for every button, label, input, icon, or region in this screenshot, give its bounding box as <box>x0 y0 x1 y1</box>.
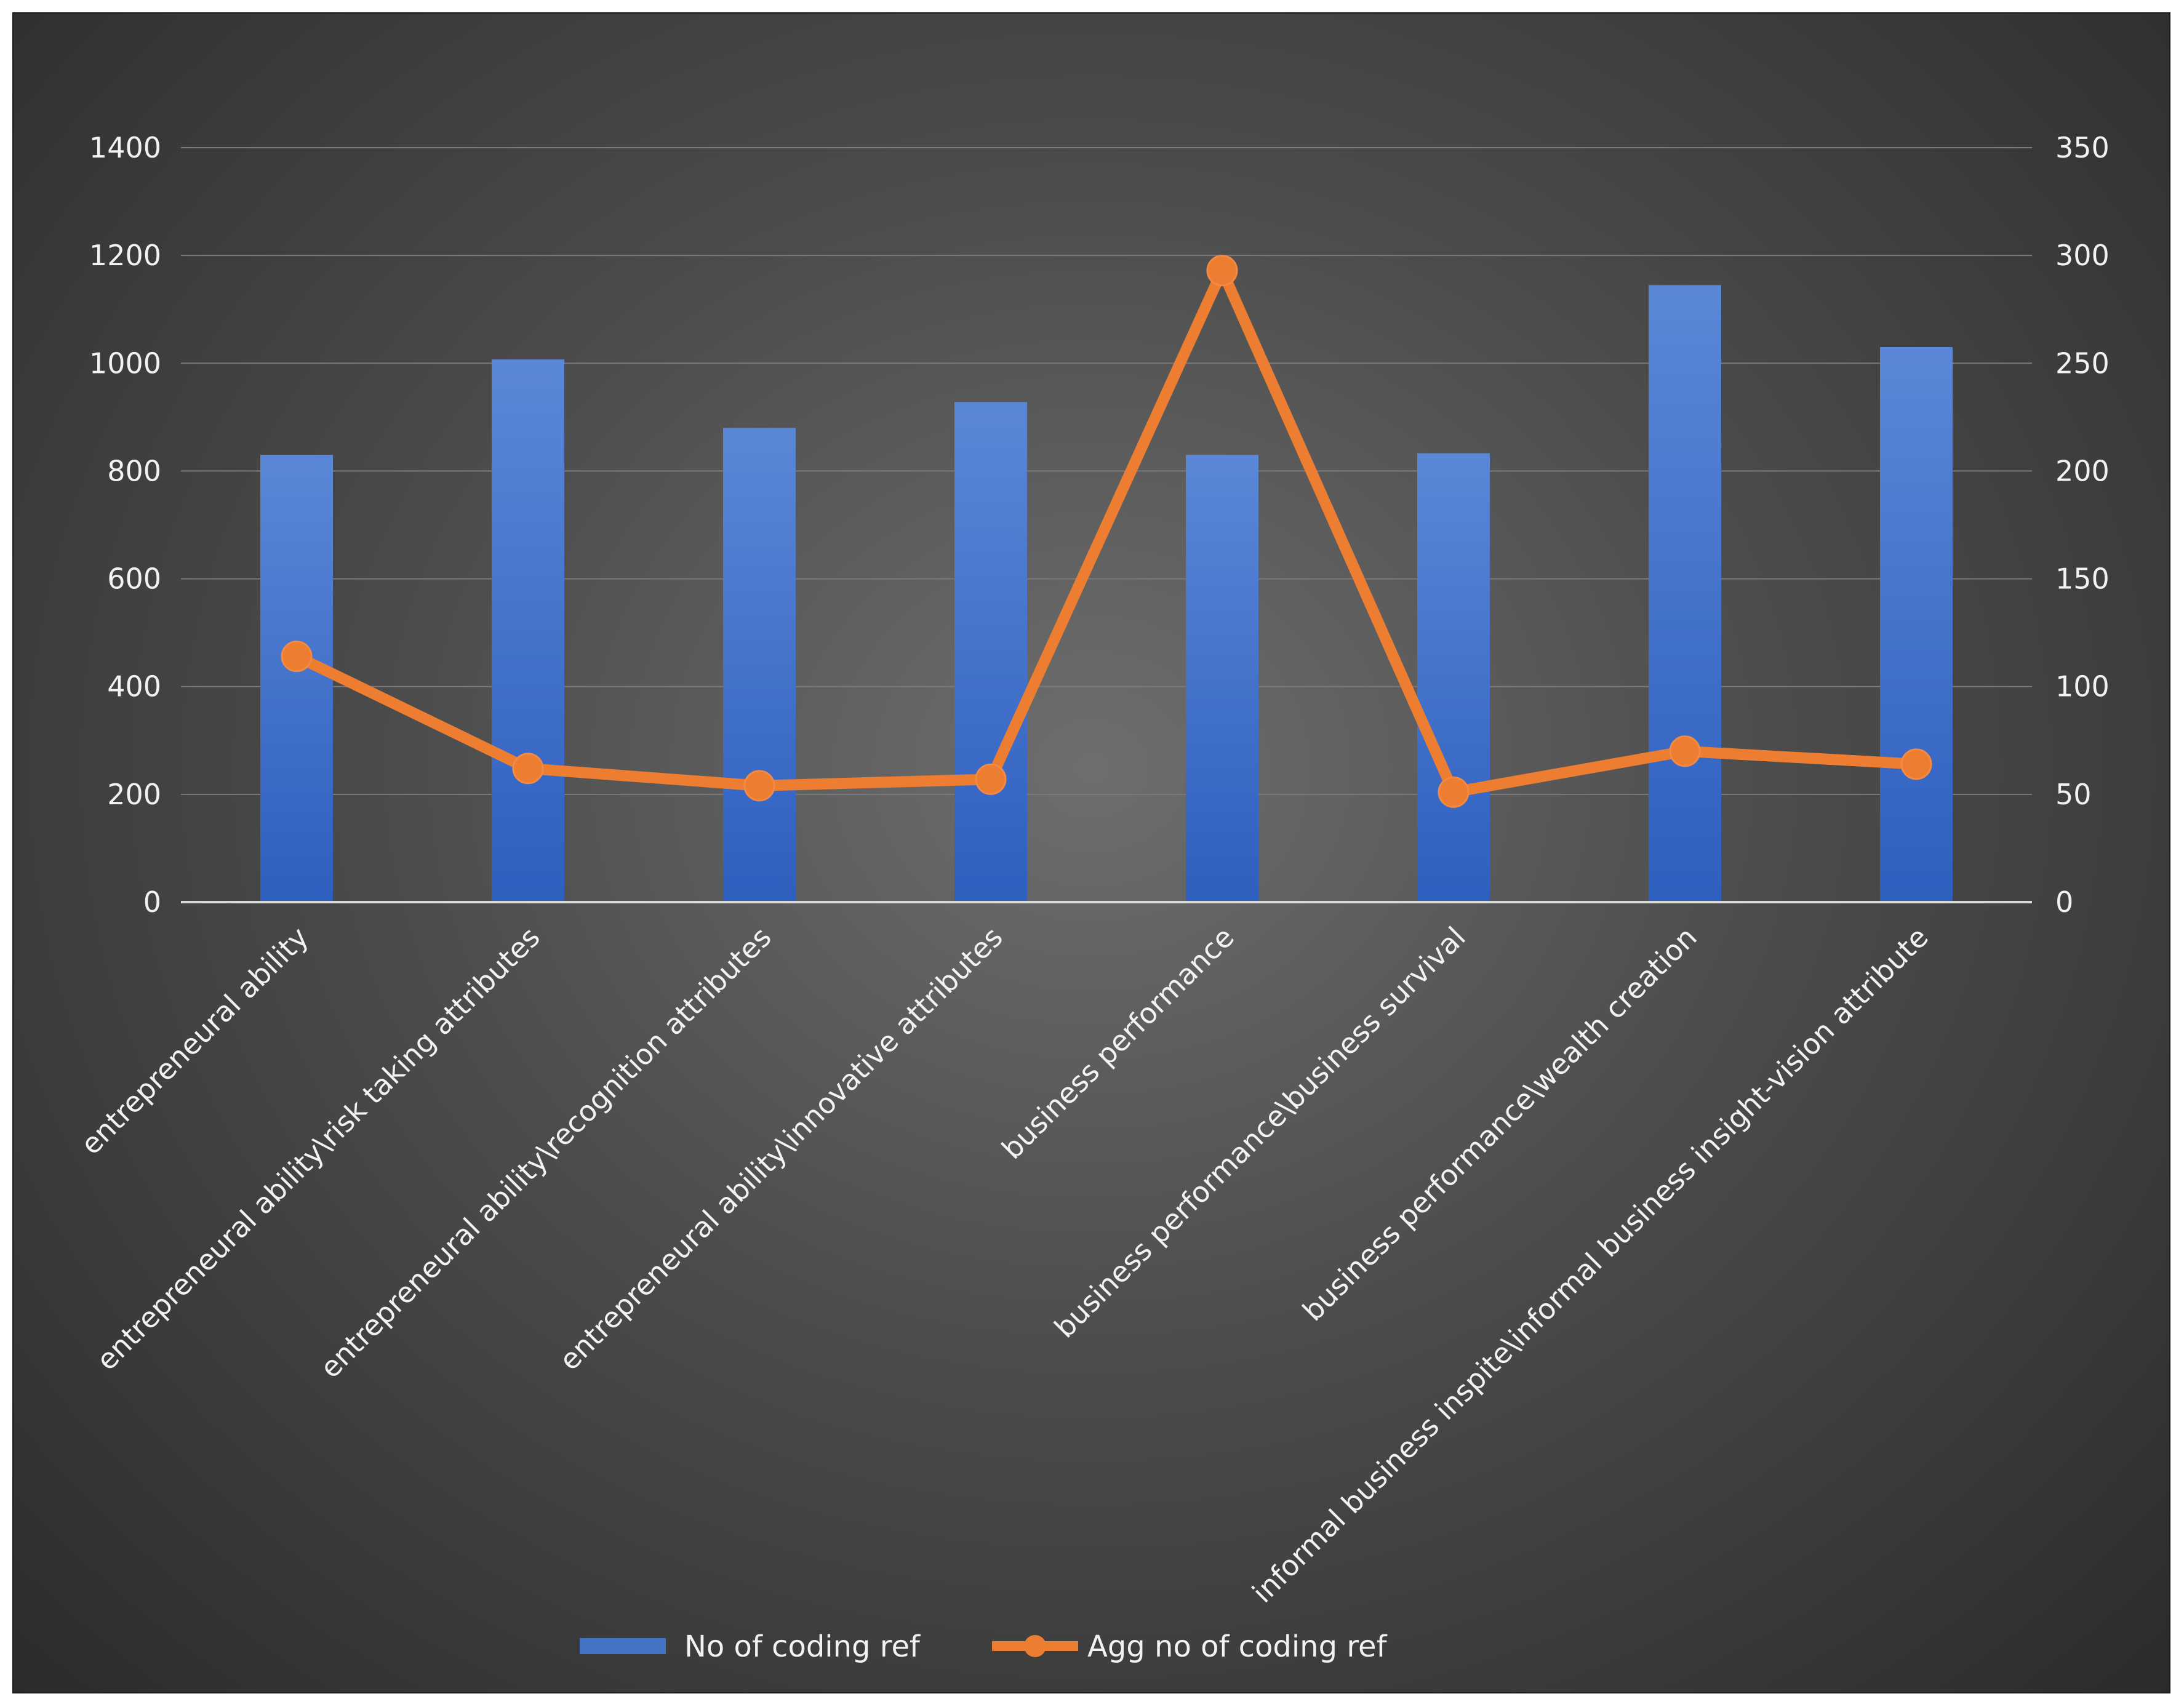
bar <box>260 455 333 902</box>
legend-swatch-bar <box>580 1638 666 1654</box>
bar-series <box>260 285 1953 902</box>
category-label: entrepreneural ability <box>74 921 315 1161</box>
category-label: entrepreneural ability\recognition attri… <box>313 921 777 1385</box>
right-tick-label: 250 <box>2055 346 2110 380</box>
right-tick-label: 0 <box>2055 885 2073 919</box>
right-tick-label: 50 <box>2055 778 2092 811</box>
chart-frame: 0 200 400 600 800 1000 1200 1400 0 50 100 150 200 25… <box>12 12 2170 1693</box>
right-tick-label: 300 <box>2055 239 2110 272</box>
left-axis: 0 200 400 600 800 1000 1200 1400 <box>89 131 161 919</box>
line-point <box>281 641 313 673</box>
bar <box>954 402 1027 902</box>
bar <box>723 428 796 902</box>
line-series <box>281 255 1932 808</box>
legend: No of coding ref Agg no of coding ref <box>580 1629 1388 1664</box>
category-label: entrepreneural ability\risk taking attri… <box>90 921 546 1377</box>
right-tick-label: 200 <box>2055 454 2110 487</box>
legend-label-line: Agg no of coding ref <box>1087 1629 1388 1664</box>
series-line <box>291 265 1922 798</box>
right-axis: 0 50 100 150 200 250 300 350 <box>2055 131 2110 919</box>
legend-swatch-marker <box>1024 1635 1046 1657</box>
left-tick-label: 200 <box>107 778 161 811</box>
left-tick-label: 800 <box>107 454 161 487</box>
left-tick-label: 0 <box>143 885 161 919</box>
legend-label-bar: No of coding ref <box>684 1629 921 1664</box>
left-tick-label: 1200 <box>89 239 161 272</box>
bar <box>1186 455 1258 902</box>
line-point <box>1438 776 1470 808</box>
category-label: business performance\wealth creation <box>1296 921 1703 1328</box>
line-point <box>1206 255 1238 287</box>
line-point <box>1669 735 1701 767</box>
left-tick-label: 1400 <box>89 131 161 164</box>
bar <box>1417 453 1490 902</box>
category-label: business performance\business survival <box>1048 921 1472 1345</box>
bar <box>492 359 564 902</box>
category-label: entrepreneural ability\innovative attrib… <box>553 921 1009 1377</box>
right-tick-label: 350 <box>2055 131 2110 164</box>
bar <box>1649 285 1721 902</box>
line-point <box>1900 748 1932 780</box>
left-tick-label: 1000 <box>89 346 161 380</box>
right-tick-label: 100 <box>2055 670 2110 703</box>
line-point <box>743 770 775 802</box>
line-point <box>512 753 544 785</box>
bar <box>1880 347 1953 902</box>
left-tick-label: 600 <box>107 562 161 596</box>
combo-chart: 0 200 400 600 800 1000 1200 1400 0 50 100 150 200 25… <box>74 131 2110 1664</box>
left-tick-label: 400 <box>107 670 161 703</box>
category-label: business performance <box>995 921 1241 1166</box>
right-tick-label: 150 <box>2055 562 2110 596</box>
gridlines <box>181 147 2032 795</box>
line-point <box>975 763 1007 795</box>
